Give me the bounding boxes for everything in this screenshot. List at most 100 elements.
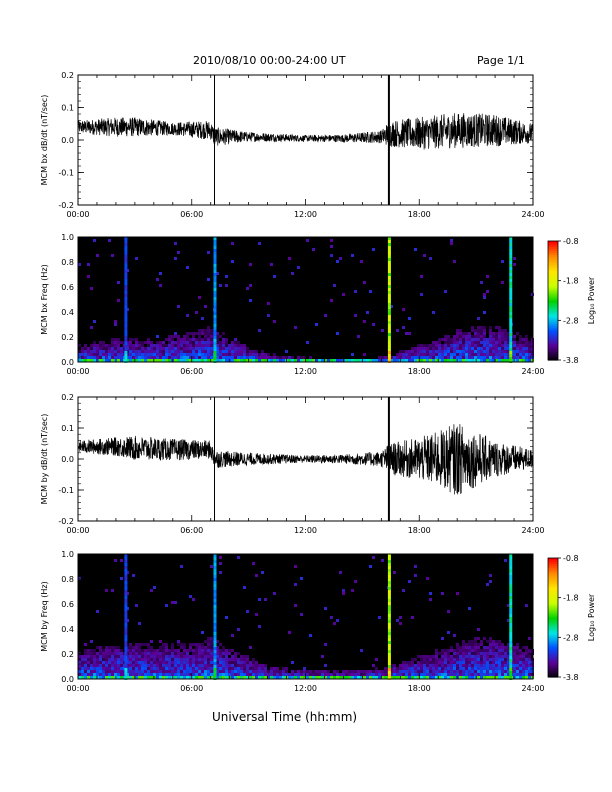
spectrogram-cell [147, 344, 150, 347]
spectrogram-line-1 [124, 572, 128, 575]
spectrogram-cell [216, 670, 219, 673]
spectrogram-cell [90, 664, 93, 667]
spectrogram-line-4 [509, 270, 513, 273]
spectrogram-cell [486, 667, 489, 670]
spectrogram-cell [162, 676, 165, 679]
spectrogram-cell [306, 341, 309, 344]
spectrogram-cell [453, 670, 456, 673]
spectrogram-cell [396, 670, 399, 673]
spectrogram-cell [162, 341, 165, 344]
spectrogram-line-2 [213, 557, 217, 560]
spectrogram-cell [465, 356, 468, 359]
spectrogram-cell [411, 359, 414, 362]
spectrogram-line-1 [124, 297, 128, 300]
spectrogram-line-2 [213, 608, 217, 611]
spectrogram-cell [174, 350, 177, 353]
spectrogram-cell [237, 344, 240, 347]
page-number: Page 1/1 [477, 54, 525, 67]
spectrogram-cell [153, 673, 156, 676]
spectrogram-cell [498, 676, 501, 679]
spectrogram-cell [423, 661, 426, 664]
spectrogram-line-4 [509, 569, 513, 572]
spectrogram-line-3 [387, 635, 391, 638]
spectrogram-cell [342, 670, 345, 673]
spectrogram-cell [465, 335, 468, 338]
colorbar-segment [548, 663, 558, 666]
spectrogram-cell [186, 266, 189, 269]
spectrogram-cell [480, 281, 483, 284]
spectrogram-cell [216, 649, 219, 652]
spectrogram-cell [99, 350, 102, 353]
spectrogram-cell [411, 667, 414, 670]
spectrogram-cell [240, 658, 243, 661]
spectrogram-cell [519, 667, 522, 670]
spectrogram-cell [486, 359, 489, 362]
spectrogram-cell [87, 275, 90, 278]
spectrogram-cell [153, 652, 156, 655]
spectrogram-cell [210, 640, 213, 643]
spectrogram-cell [162, 356, 165, 359]
spectrogram-cell [255, 356, 258, 359]
spectrogram-cell [294, 326, 297, 329]
spectrogram-cell [501, 356, 504, 359]
spectrogram-cell [117, 299, 120, 302]
spectrogram-cell [186, 676, 189, 679]
colorbar-tick-label: -2.8 [563, 633, 579, 642]
spectrogram-cell [381, 329, 384, 332]
spectrogram-cell [117, 338, 120, 341]
spectrogram-cell [507, 344, 510, 347]
colorbar-segment [548, 665, 558, 668]
spectrogram-line-4 [509, 599, 513, 602]
spectrogram-cell [474, 658, 477, 661]
spectrogram-cell [405, 670, 408, 673]
spectrogram-cell [399, 667, 402, 670]
spectrogram-cell [522, 667, 525, 670]
spectrogram-cell [279, 673, 282, 676]
spectrogram-line-2 [213, 602, 217, 605]
spectrogram-cell [186, 314, 189, 317]
spectrogram-cell [78, 673, 81, 676]
spectrogram-cell [516, 341, 519, 344]
spectrogram-cell [375, 676, 378, 679]
spectrogram-cell [105, 344, 108, 347]
spectrogram-cell [480, 332, 483, 335]
spectrogram-cell [447, 344, 450, 347]
spectrogram-line-1 [124, 243, 128, 246]
spectrogram-cell [237, 661, 240, 664]
spectrogram-cell [231, 347, 234, 350]
spectrogram-cell [498, 670, 501, 673]
spectrogram-cell [198, 670, 201, 673]
spectrogram-cell [249, 263, 252, 266]
colorbar-segment [548, 605, 558, 609]
spectrogram-cell [288, 676, 291, 679]
spectrogram-cell [96, 347, 99, 350]
spectrogram-cell [444, 344, 447, 347]
spectrogram-cell [393, 673, 396, 676]
spectrogram-line-2 [213, 590, 217, 593]
spectrogram-cell [261, 359, 264, 362]
spectrogram-cell [456, 649, 459, 652]
spectrogram-cell [393, 667, 396, 670]
spectrogram-cell [144, 667, 147, 670]
spectrogram-cell [477, 673, 480, 676]
spectrogram-cell [204, 350, 207, 353]
y-axis-label: MCM bx dB/dt (nT/sec) [40, 95, 49, 186]
spectrogram-cell [495, 338, 498, 341]
spectrogram-line-1 [124, 668, 128, 671]
spectrogram-cell [189, 347, 192, 350]
y-tick-label: -0.1 [58, 169, 74, 178]
colorbar-segment [548, 591, 558, 595]
spectrogram-cell [306, 359, 309, 362]
spectrogram-cell [426, 676, 429, 679]
spectrogram-cell [453, 673, 456, 676]
spectrogram-cell [234, 356, 237, 359]
spectrogram-cell [186, 664, 189, 667]
y-tick-label: -0.2 [58, 201, 74, 210]
spectrogram-line-1 [124, 357, 128, 360]
spectrogram-cell [138, 652, 141, 655]
spectrogram-cell [129, 676, 132, 679]
spectrogram-cell [183, 338, 186, 341]
spectrogram-cell [153, 359, 156, 362]
spectrogram-cell [414, 673, 417, 676]
spectrogram-cell [135, 652, 138, 655]
